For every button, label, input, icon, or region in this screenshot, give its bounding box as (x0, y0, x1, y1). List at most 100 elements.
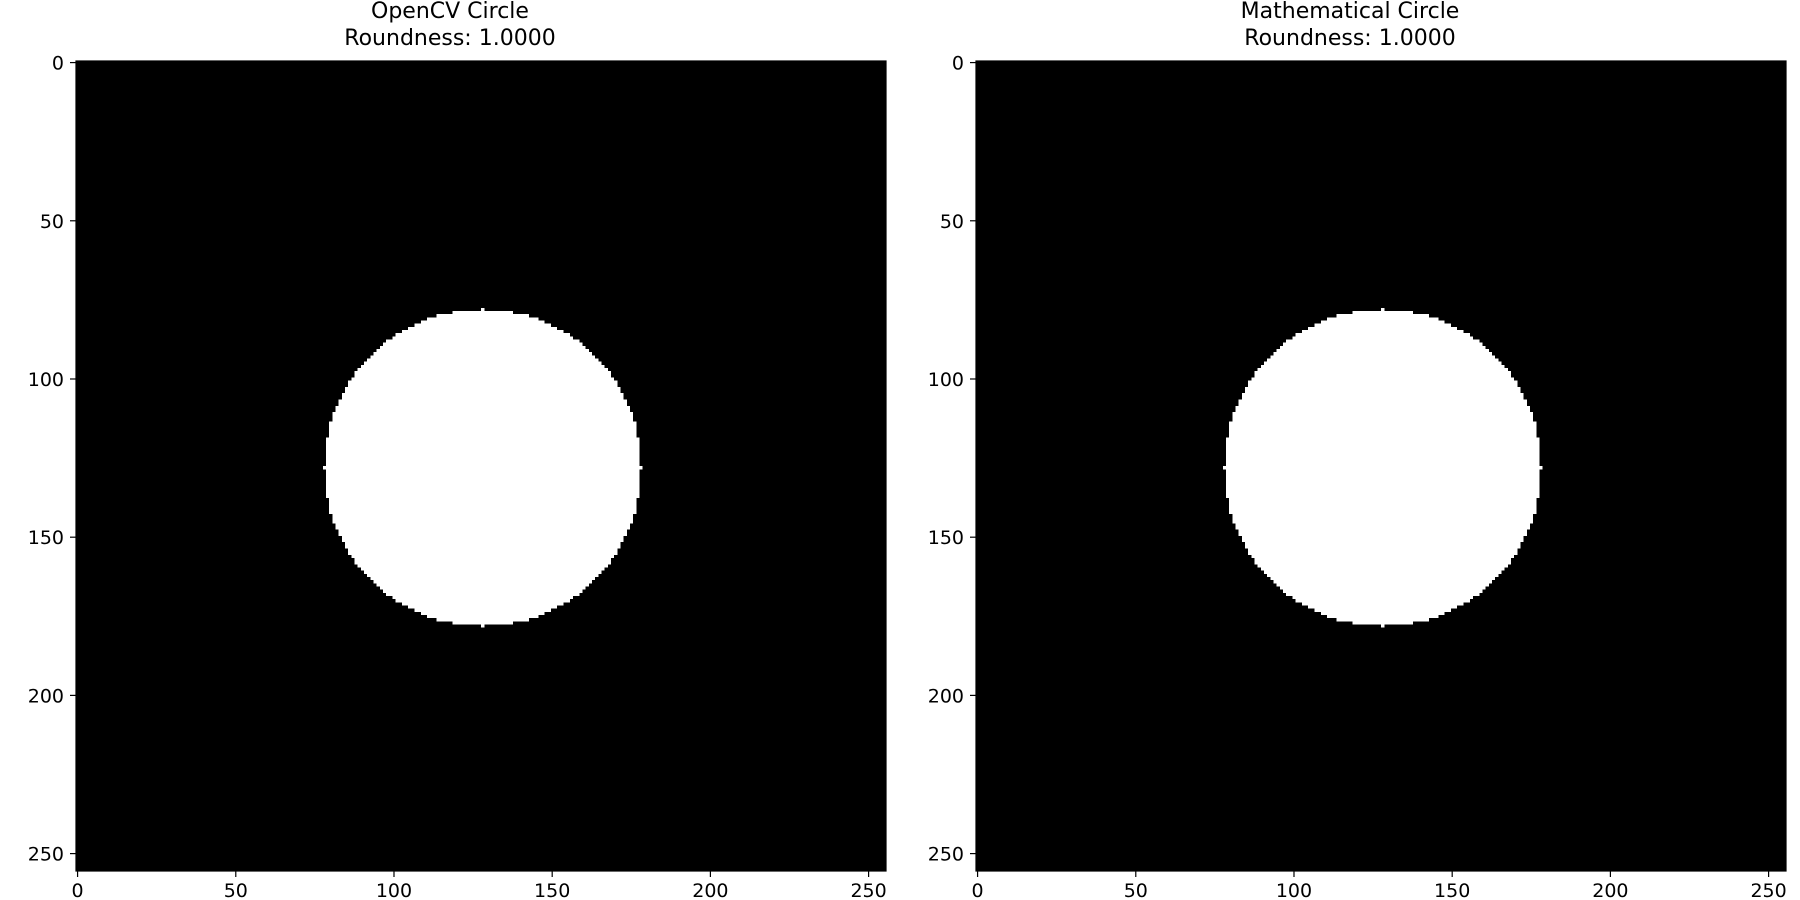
y-tick-label: 200 (28, 685, 64, 707)
circle-pixel-row (1254, 371, 1512, 375)
circle-pixel-row (1238, 399, 1527, 404)
circle-pixel-row (329, 431, 637, 435)
circle-pixel-row (1229, 434, 1537, 438)
circle-pixel-row (1232, 415, 1534, 419)
circle-pixel-row (325, 491, 640, 495)
circle-pixel-row (329, 434, 637, 438)
circle-pixel-row (354, 557, 612, 562)
circle-pixel-row (360, 364, 605, 369)
circle-pixel-row (401, 602, 564, 606)
circle-pixel-row (325, 450, 640, 454)
x-tick-label: 50 (224, 880, 248, 900)
circle-pixel-row (325, 478, 640, 483)
circle-pixel-row (329, 424, 637, 429)
circle-pixel-row (1225, 469, 1540, 473)
circle-pixel-row (1381, 624, 1385, 628)
circle-pixel-row (1244, 386, 1521, 391)
circle-pixel-row (341, 393, 624, 397)
circle-pixel-row (1225, 494, 1540, 498)
circle-pixel-row (1244, 541, 1521, 546)
circle-pixel-row (1241, 393, 1524, 397)
circle-pixel-row (1225, 475, 1540, 479)
circle-pixel-row (1225, 440, 1540, 445)
opencv-circle-panel: 0 50 100 150 200 250 0 50 100 150 200 250 OpenCV Ci… (28, 0, 887, 900)
circle-pixel-row (1232, 519, 1534, 524)
circle-pixel-row (325, 494, 640, 498)
circle-pixel-row (1225, 462, 1540, 467)
circle-pixel-row (354, 371, 612, 375)
circle-pixel-row (408, 326, 558, 331)
x-tick-label: 200 (1592, 880, 1628, 900)
circle-pixel-row (1336, 617, 1429, 622)
circle-pixel-row (354, 374, 612, 378)
circle-pixel-row (351, 377, 615, 381)
circle-pixel-row (1225, 472, 1540, 476)
circle-pixel-row (332, 513, 634, 517)
circle-pixel-row (1292, 336, 1474, 340)
circle-pixel-row (436, 314, 529, 318)
y-tick-label: 200 (928, 685, 964, 707)
circle-pixel-row (1381, 307, 1385, 312)
circle-pixel-row (1235, 522, 1531, 527)
circle-pixel-row (401, 329, 564, 334)
circle-pixel-row (1229, 431, 1537, 435)
circle-pixel-row (1229, 503, 1537, 508)
circle-pixel-row (338, 402, 627, 407)
x-tick-label: 100 (1276, 880, 1312, 900)
x-tick-label: 0 (972, 880, 984, 900)
circle-pixel-row (1352, 621, 1413, 625)
circle-pixel-row (370, 576, 596, 581)
circle-pixel-row (332, 418, 634, 422)
circle-pixel-row (344, 386, 621, 391)
circle-pixel-row (348, 380, 618, 385)
circle-shape (1222, 307, 1543, 628)
circle-pixel-row (1295, 598, 1470, 603)
circle-pixel-row (1235, 526, 1531, 530)
circle-pixel-row (1225, 488, 1540, 492)
circle-pixel-row (1308, 326, 1458, 331)
circle-pixel-row (1352, 310, 1413, 315)
x-tick-label: 200 (692, 880, 728, 900)
circle-pixel-row (1225, 447, 1540, 451)
y-tick-label: 100 (928, 369, 964, 391)
circle-pixel-row (1327, 614, 1439, 619)
circle-pixel-row (1301, 602, 1464, 606)
circle-pixel-row (332, 412, 634, 416)
circle-pixel-row (325, 462, 640, 467)
circle-pixel-row (1235, 409, 1531, 413)
circle-pixel-row (1267, 358, 1499, 362)
circle-pixel-row (1336, 314, 1429, 318)
circle-pixel-row (329, 503, 637, 508)
circle-pixel-row (481, 307, 485, 312)
circle-pixel-row (322, 466, 643, 470)
circle-pixel-row (348, 383, 618, 388)
circle-pixel-row (414, 323, 551, 328)
x-tick-label: 150 (534, 880, 570, 900)
circle-pixel-row (1225, 437, 1540, 441)
opencv-circle-plot: 0 50 100 150 200 250 0 50 100 150 200 250 (28, 53, 887, 900)
circle-pixel-row (1273, 579, 1493, 584)
y-tick-label: 100 (28, 369, 64, 391)
circle-pixel-row (1235, 405, 1531, 410)
circle-pixel-row (1314, 323, 1451, 328)
x-tick-label: 250 (850, 880, 886, 900)
circle-pixel-row (1254, 560, 1512, 565)
circle-pixel-row (1270, 355, 1496, 359)
circle-pixel-row (341, 535, 624, 540)
circle-pixel-row (1225, 456, 1540, 460)
circle-pixel-row (1232, 418, 1534, 422)
circle-pixel-row (1229, 497, 1537, 502)
circle-pixel-row (335, 409, 631, 413)
circle-pixel-row (382, 342, 583, 347)
circle-pixel-row (379, 345, 586, 350)
circle-pixel-row (1248, 548, 1518, 552)
circle-pixel-row (335, 526, 631, 530)
circle-pixel-row (325, 488, 640, 492)
circle-pixel-row (1248, 551, 1518, 555)
y-tick-label: 50 (40, 211, 64, 233)
circle-pixel-row (1229, 421, 1537, 426)
circle-pixel-row (1225, 443, 1540, 448)
circle-pixel-row (1241, 396, 1524, 400)
circle-pixel-row (1229, 507, 1537, 511)
circle-pixel-row (367, 358, 599, 362)
